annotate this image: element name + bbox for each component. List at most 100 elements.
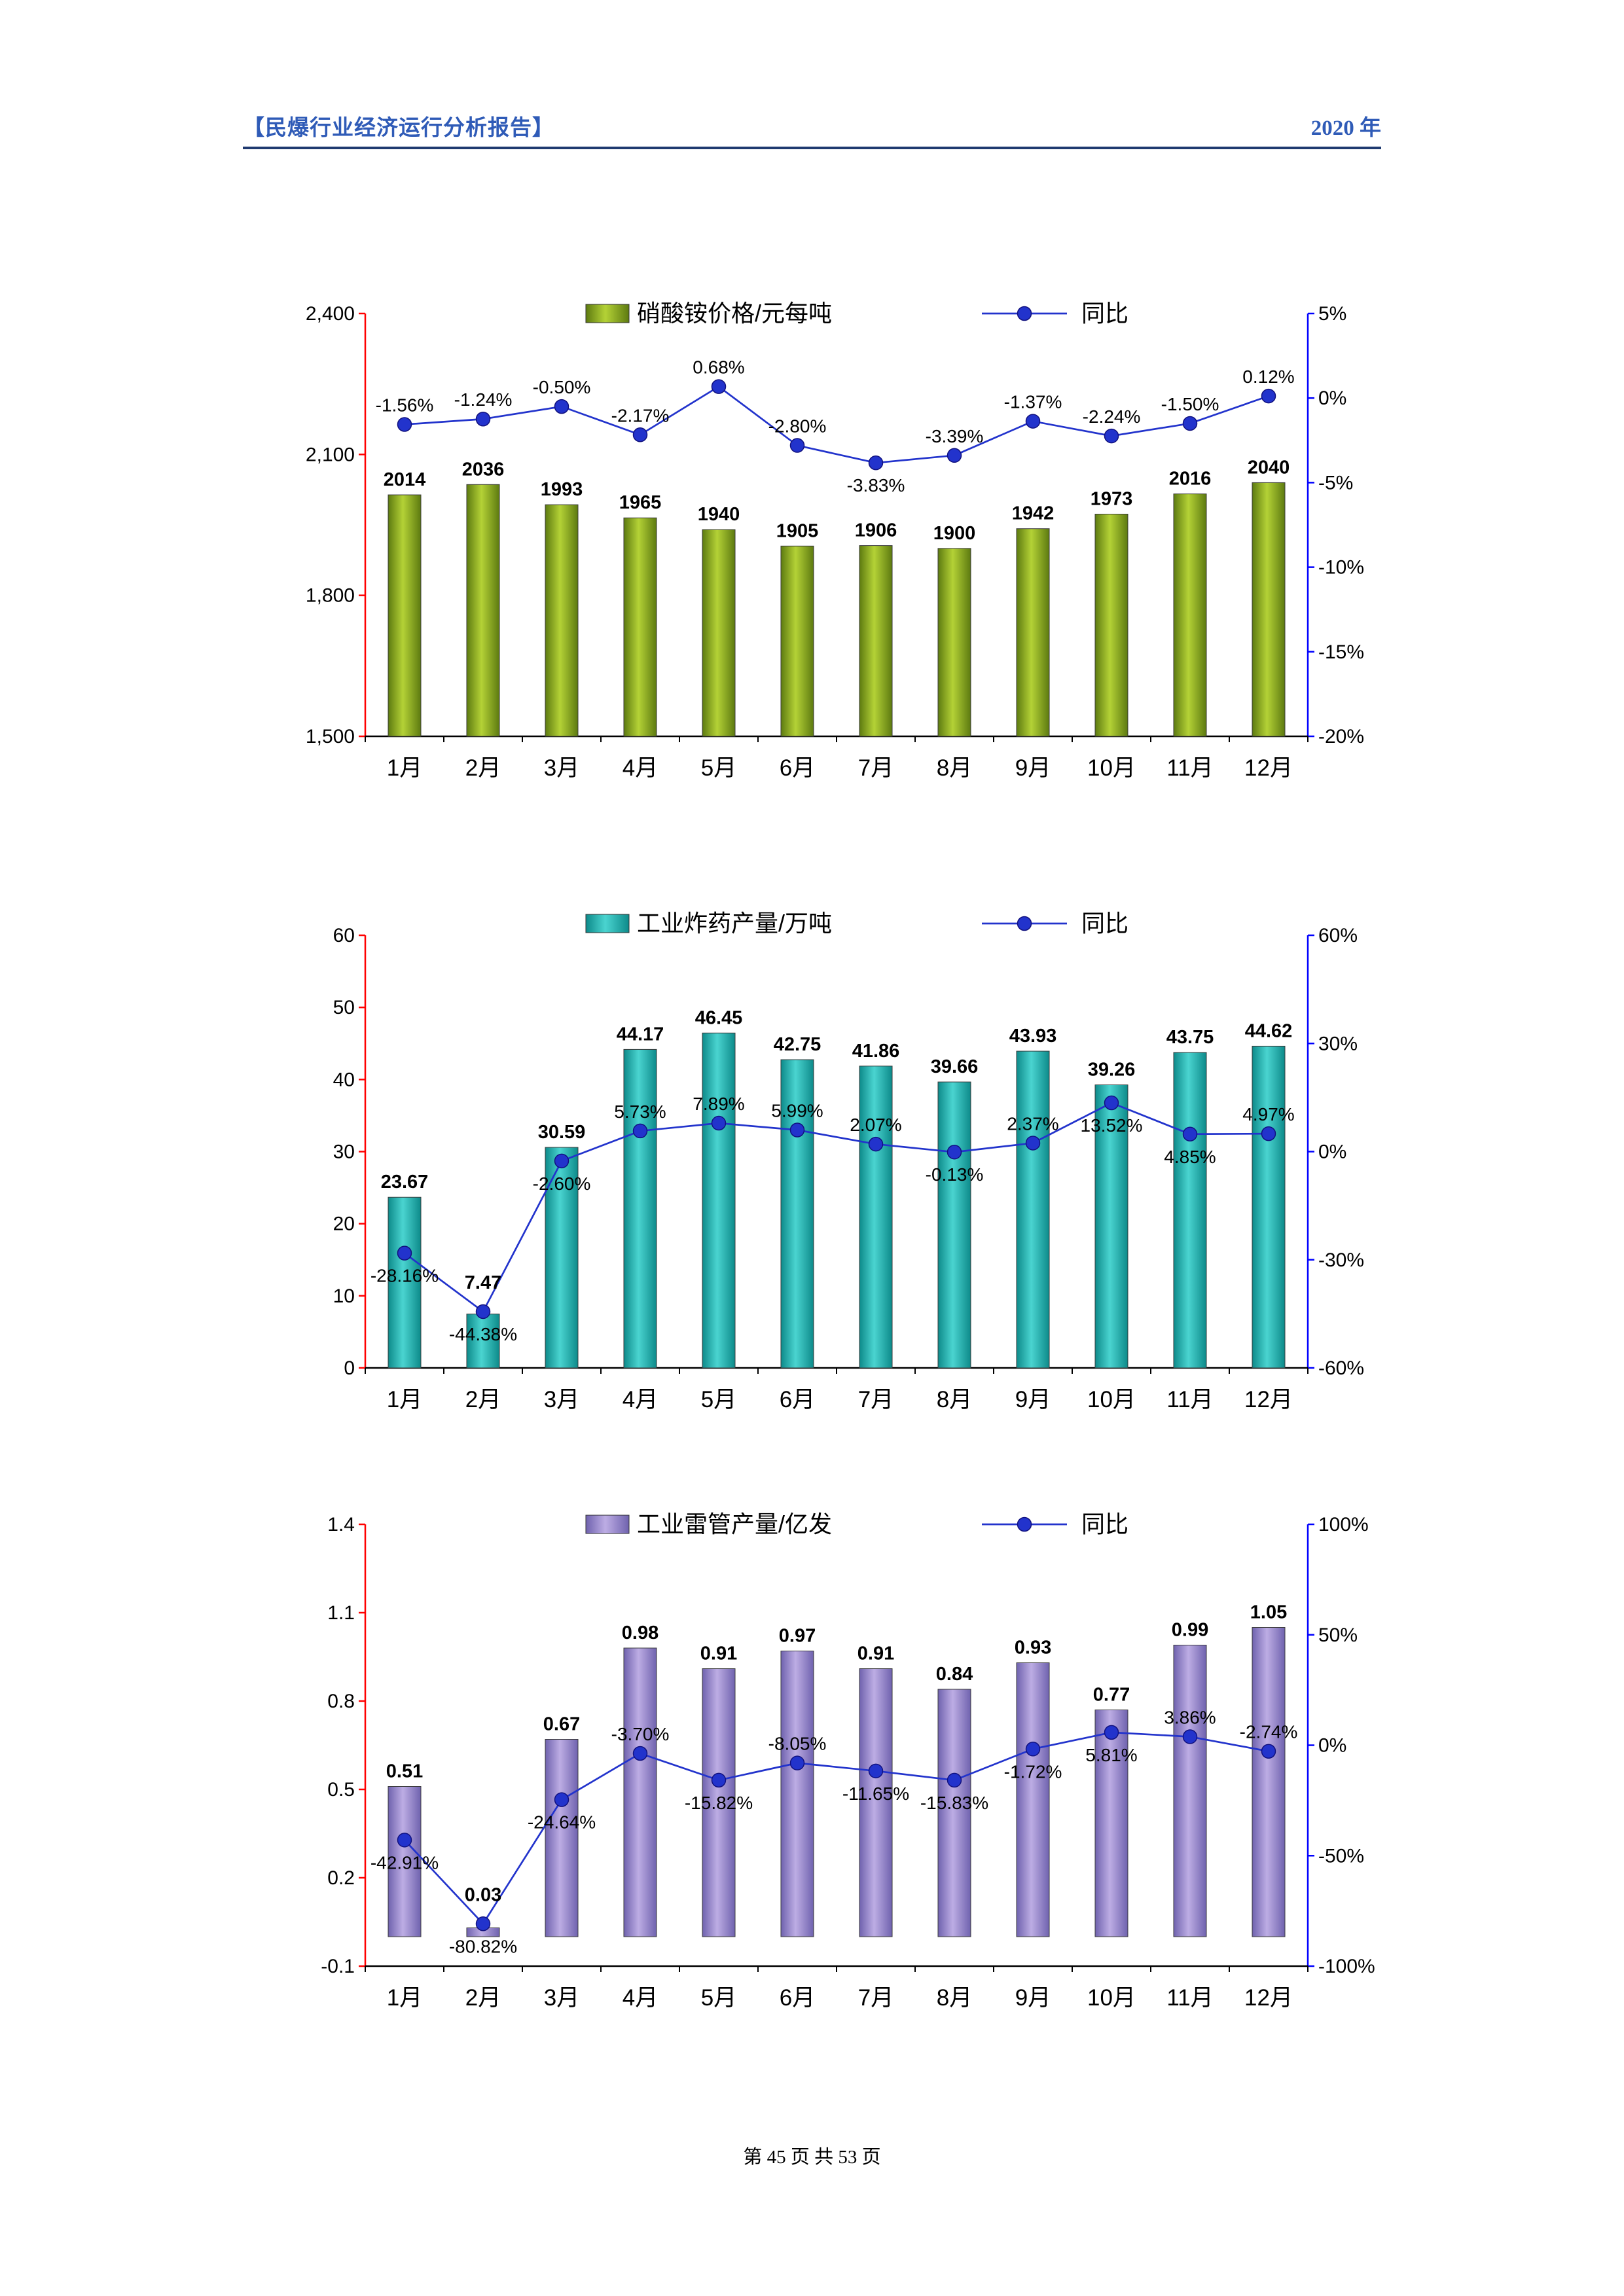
category-label: 6月 [780, 755, 815, 781]
left-axis-label: 2,100 [306, 444, 355, 465]
trend-point-label: 2.07% [850, 1115, 901, 1135]
category-label: 9月 [1015, 1985, 1051, 2011]
trend-point-label: -3.39% [926, 426, 984, 446]
right-axis-label: -50% [1318, 1845, 1364, 1867]
trend-point [554, 399, 569, 414]
trend-point-label: -1.56% [376, 395, 434, 416]
trend-point-label: -24.64% [528, 1812, 596, 1833]
trend-point [947, 448, 962, 463]
trend-point-label: -42.91% [370, 1852, 439, 1873]
right-axis-label: 0% [1318, 1735, 1346, 1757]
bar [702, 1668, 736, 1937]
trend-point [1261, 1126, 1276, 1141]
trend-point-label: -11.65% [842, 1784, 909, 1804]
legend-bar-label: 工业雷管产量/亿发 [637, 1511, 832, 1537]
trend-point [554, 1153, 569, 1169]
bar [859, 545, 893, 737]
category-label: 1月 [387, 1985, 422, 2011]
trend-point [789, 438, 805, 453]
trend-line [404, 385, 1269, 464]
bar-value-label: 0.91 [857, 1643, 894, 1664]
bar-value-label: 43.75 [1166, 1027, 1214, 1048]
category-label: 11月 [1166, 1985, 1213, 2011]
right-axis-label: -60% [1318, 1357, 1364, 1379]
bar [780, 1651, 814, 1937]
bar [623, 1647, 657, 1937]
trend-point-label: 4.85% [1164, 1147, 1216, 1167]
category-label: 8月 [937, 1387, 972, 1412]
right-axis-label: 0% [1318, 387, 1346, 409]
bar [702, 529, 736, 737]
left-axis-label: 2,400 [306, 303, 355, 325]
right-axis-label: -100% [1318, 1956, 1375, 1977]
trend-point [1104, 1095, 1119, 1111]
bar [545, 1739, 579, 1937]
trend-point [397, 1833, 412, 1848]
bar-value-label: 0.93 [1015, 1638, 1051, 1659]
trend-point-label: 2.37% [1007, 1113, 1058, 1134]
trend-point [1182, 1126, 1198, 1142]
bar-value-label: 0.84 [936, 1664, 973, 1685]
trend-point [632, 1123, 648, 1139]
left-axis-label: 1,500 [306, 726, 355, 747]
trend-point [868, 1763, 884, 1779]
bar [466, 484, 500, 737]
bar-value-label: 2014 [384, 469, 426, 490]
bar [859, 1668, 893, 1937]
legend-line-label: 同比 [1081, 910, 1128, 937]
bar [1173, 1052, 1207, 1369]
trend-point-label: -2.74% [1240, 1722, 1298, 1742]
trend-point [789, 1755, 805, 1770]
trend-point [475, 411, 491, 427]
bar [780, 1059, 814, 1369]
chart-ammonium-nitrate-price: 2,400 2,100 1,800 1,500 5% 0% -5% -10% -15% -20% 1… [306, 300, 1364, 781]
trend-point [475, 1304, 491, 1319]
legend-bar-swatch [585, 1515, 630, 1534]
bar [702, 1032, 736, 1369]
right-axis-label: 0% [1318, 1141, 1346, 1163]
page-header: 【民爆行业经济运行分析报告】 2020 年 [243, 110, 1381, 141]
category-label: 9月 [1015, 1387, 1051, 1412]
trend-point [1025, 1136, 1041, 1151]
bar-value-label: 2036 [462, 459, 505, 480]
category-label: 10月 [1087, 1985, 1136, 2011]
bar-value-label: 2016 [1169, 469, 1212, 490]
left-axis-label: 0.8 [327, 1691, 355, 1712]
trend-point-label: 5.99% [771, 1101, 823, 1121]
trend-point-label: -2.17% [611, 405, 670, 425]
trend-point-label: -3.83% [847, 475, 905, 495]
bar [1252, 1045, 1286, 1369]
trend-point-label: -44.38% [449, 1324, 517, 1344]
bar-value-label: 1905 [776, 520, 819, 541]
legend-bar-label: 工业炸药产量/万吨 [637, 910, 832, 937]
trend-point-label: -2.24% [1083, 406, 1141, 427]
bar-value-label: 0.77 [1093, 1685, 1130, 1706]
trend-point [397, 1246, 412, 1261]
bar [545, 504, 579, 737]
trend-line [404, 1731, 1269, 1926]
bar [1094, 1710, 1128, 1937]
trend-point [868, 1136, 884, 1152]
right-axis-label: 30% [1318, 1033, 1358, 1054]
left-axis-label: 40 [333, 1069, 355, 1090]
bar-value-label: 42.75 [774, 1034, 821, 1055]
legend-line-marker-icon [1017, 306, 1032, 321]
left-axis-label: 50 [333, 997, 355, 1018]
trend-point [397, 417, 412, 432]
bar-value-label: 0.03 [465, 1884, 501, 1905]
right-axis-label: 60% [1318, 925, 1358, 946]
category-label: 12月 [1244, 1985, 1293, 2011]
bar [1173, 493, 1207, 737]
category-label: 11月 [1166, 755, 1213, 781]
category-label: 9月 [1015, 755, 1051, 781]
left-axis-label: 0 [344, 1357, 355, 1379]
trend-point-label: -80.82% [449, 1936, 517, 1956]
category-label: 5月 [701, 1387, 736, 1412]
bar [937, 548, 971, 737]
bar [1016, 1050, 1050, 1369]
bar-value-label: 7.47 [465, 1272, 501, 1293]
chart-industrial-detonators-output: 1.4 1.1 0.8 0.5 0.2 -0.1 100% 50% 0% -50% -100% 1月 2… [321, 1511, 1375, 2011]
trend-point [475, 1916, 491, 1931]
trend-line [404, 1102, 1269, 1313]
trend-point [632, 427, 648, 442]
